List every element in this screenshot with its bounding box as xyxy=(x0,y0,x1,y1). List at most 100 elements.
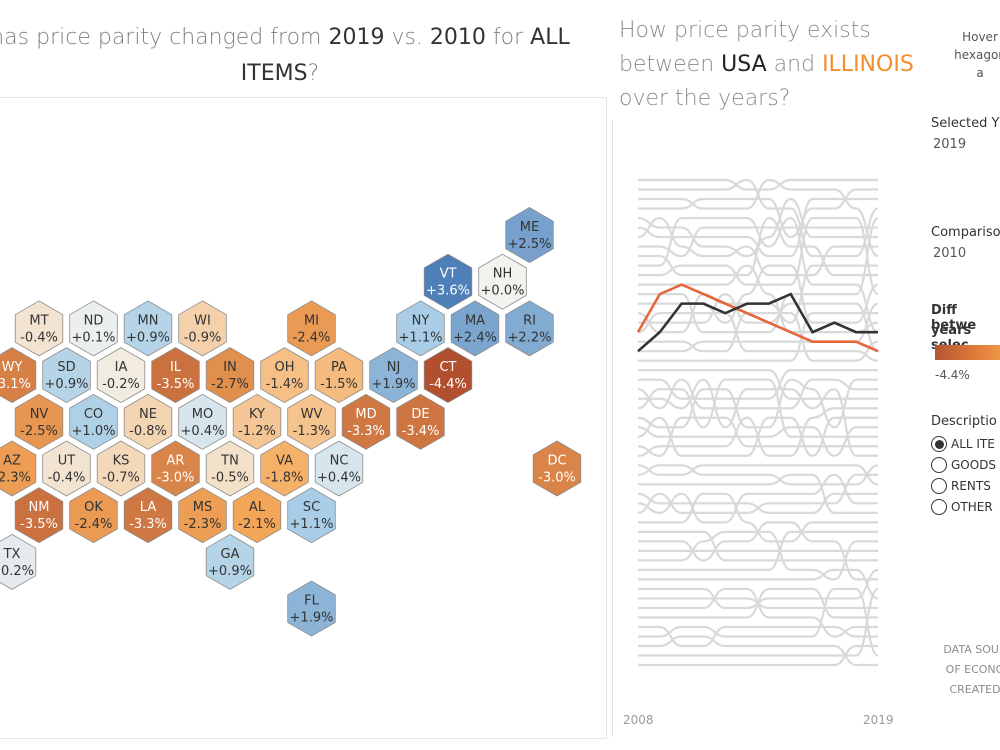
state-rank-line xyxy=(637,644,878,667)
illinois-rank-line[interactable] xyxy=(636,283,879,353)
hex-vt[interactable]: VT +3.6% xyxy=(423,253,473,310)
diff-legend-min: -4.4% xyxy=(935,368,970,382)
hex-wi[interactable]: WI -0.9% xyxy=(178,300,227,357)
state-rank-line xyxy=(638,312,879,362)
hex-nc[interactable]: NC +0.4% xyxy=(314,440,364,497)
hex-state-label: TX xyxy=(3,547,21,562)
hex-state-label: MD xyxy=(355,407,376,422)
hex-nh[interactable]: NH +0.0% xyxy=(478,253,527,310)
hex-sd[interactable]: SD +0.9% xyxy=(42,347,91,404)
usa-rank-line[interactable] xyxy=(637,292,878,353)
bump-title: How price parity exists between USA and … xyxy=(619,18,914,111)
hex-dc[interactable]: DC -3.0% xyxy=(532,440,582,497)
hex-nv[interactable]: NV -2.5% xyxy=(14,393,64,450)
hex-state-label: AL xyxy=(249,500,266,515)
x-tick-end: 2019 xyxy=(863,713,894,727)
bump-chart-panel: 2008 2019 xyxy=(612,120,913,737)
hex-mo[interactable]: MO +0.4% xyxy=(178,393,227,450)
hex-ny[interactable]: NY +1.1% xyxy=(396,300,445,357)
state-rank-line xyxy=(638,587,878,619)
hex-mt[interactable]: MT -0.4% xyxy=(14,300,64,357)
hex-mn[interactable]: MN +0.9% xyxy=(123,300,173,357)
radio-icon[interactable] xyxy=(931,499,947,515)
hex-state-label: NY xyxy=(412,313,430,328)
radio-icon[interactable] xyxy=(931,478,947,494)
hex-oh[interactable]: OH -1.4% xyxy=(260,347,309,404)
hex-ms[interactable]: MS -2.3% xyxy=(178,487,227,544)
hex-wy[interactable]: WY -3.1% xyxy=(0,347,37,404)
description-option-3[interactable]: OTHER xyxy=(931,497,993,517)
radio-icon[interactable] xyxy=(931,457,947,473)
hex-ct[interactable]: CT -4.4% xyxy=(423,347,473,404)
hex-state-label: PA xyxy=(331,360,347,375)
description-option-1[interactable]: GOODS xyxy=(931,455,996,475)
radio-icon[interactable] xyxy=(931,436,947,452)
hex-value-label: -0.8% xyxy=(129,424,167,439)
hex-value-label: -0.7% xyxy=(102,471,140,486)
description-option-2[interactable]: RENTS xyxy=(931,476,991,496)
hex-nd[interactable]: ND +0.1% xyxy=(69,300,118,357)
description-option-label: ALL ITE xyxy=(951,437,995,451)
hex-va[interactable]: VA -1.8% xyxy=(260,440,309,497)
hex-state-label: NJ xyxy=(387,360,401,375)
hex-me[interactable]: ME +2.5% xyxy=(505,207,554,263)
hex-value-label: -3.5% xyxy=(157,377,195,392)
hex-ok[interactable]: OK -2.4% xyxy=(69,487,118,544)
hex-value-label: -2.7% xyxy=(211,377,249,392)
hex-ga[interactable]: GA +0.9% xyxy=(205,533,255,590)
hex-state-label: AR xyxy=(167,454,185,469)
hex-sc[interactable]: SC +1.1% xyxy=(287,487,336,544)
hex-ia[interactable]: IA -0.2% xyxy=(96,347,146,404)
hex-value-label: +2.5% xyxy=(508,237,552,252)
state-rank-line xyxy=(637,426,878,457)
hex-wv[interactable]: WV -1.3% xyxy=(287,393,336,450)
hex-in[interactable]: IN -2.7% xyxy=(205,347,255,404)
description-option-0[interactable]: ALL ITE xyxy=(931,434,995,454)
hex-la[interactable]: LA -3.3% xyxy=(123,487,173,544)
state-rank-line xyxy=(637,312,879,362)
comparison-year-value[interactable]: 2010 xyxy=(933,246,967,261)
diff-label-1: Diff betwe xyxy=(931,303,977,333)
hex-mi[interactable]: MI -2.4% xyxy=(287,300,336,357)
hex-state-label: SD xyxy=(57,360,75,375)
hex-fl[interactable]: FL +1.9% xyxy=(287,580,336,637)
hex-value-label: -2.5% xyxy=(20,424,58,439)
hex-al[interactable]: AL -2.1% xyxy=(232,487,282,544)
selected-year-value[interactable]: 2019 xyxy=(933,137,967,152)
hex-ar[interactable]: AR -3.0% xyxy=(151,440,200,497)
hex-nm[interactable]: NM -3.5% xyxy=(14,487,64,544)
hex-ky[interactable]: KY -1.2% xyxy=(232,393,282,450)
state-rank-line xyxy=(637,378,878,438)
hex-map: ME +2.5% VT +3.6% NH +0.0% MT -0.4% ND +0.1% MN +0.… xyxy=(0,207,582,637)
hex-state-label: IL xyxy=(170,360,182,375)
hex-state-label: ME xyxy=(520,220,539,235)
hex-pa[interactable]: PA -1.5% xyxy=(314,347,364,404)
hex-co[interactable]: CO +1.0% xyxy=(69,393,118,450)
hex-tx[interactable]: TX +0.2% xyxy=(0,533,37,590)
state-rank-line xyxy=(638,587,879,657)
hex-ut[interactable]: UT -0.4% xyxy=(42,440,91,497)
hex-value-label: +1.9% xyxy=(290,611,334,626)
hex-state-label: IN xyxy=(223,360,237,375)
hex-nj[interactable]: NJ +1.9% xyxy=(369,347,418,404)
hex-az[interactable]: AZ -2.3% xyxy=(0,440,37,497)
hex-value-label: -2.3% xyxy=(184,517,222,532)
state-rank-line xyxy=(637,216,878,277)
hex-ma[interactable]: MA +2.4% xyxy=(450,300,500,357)
hex-ne[interactable]: NE -0.8% xyxy=(123,393,173,450)
hex-de[interactable]: DE -3.4% xyxy=(396,393,445,450)
hex-value-label: +1.1% xyxy=(399,330,443,345)
hex-state-label: SC xyxy=(303,500,320,515)
hex-tn[interactable]: TN -0.5% xyxy=(205,440,255,497)
description-option-label: GOODS xyxy=(951,458,997,472)
hex-ks[interactable]: KS -0.7% xyxy=(96,440,146,497)
hex-value-label: +2.2% xyxy=(508,330,552,345)
state-rank-line xyxy=(638,312,878,362)
state-rank-line xyxy=(638,178,878,191)
hex-value-label: +1.0% xyxy=(72,424,116,439)
hex-value-label: -0.5% xyxy=(211,471,249,486)
hex-md[interactable]: MD -3.3% xyxy=(341,393,391,450)
hex-state-label: CO xyxy=(84,407,103,422)
hex-il[interactable]: IL -3.5% xyxy=(151,347,200,404)
hex-ri[interactable]: RI +2.2% xyxy=(505,300,554,357)
